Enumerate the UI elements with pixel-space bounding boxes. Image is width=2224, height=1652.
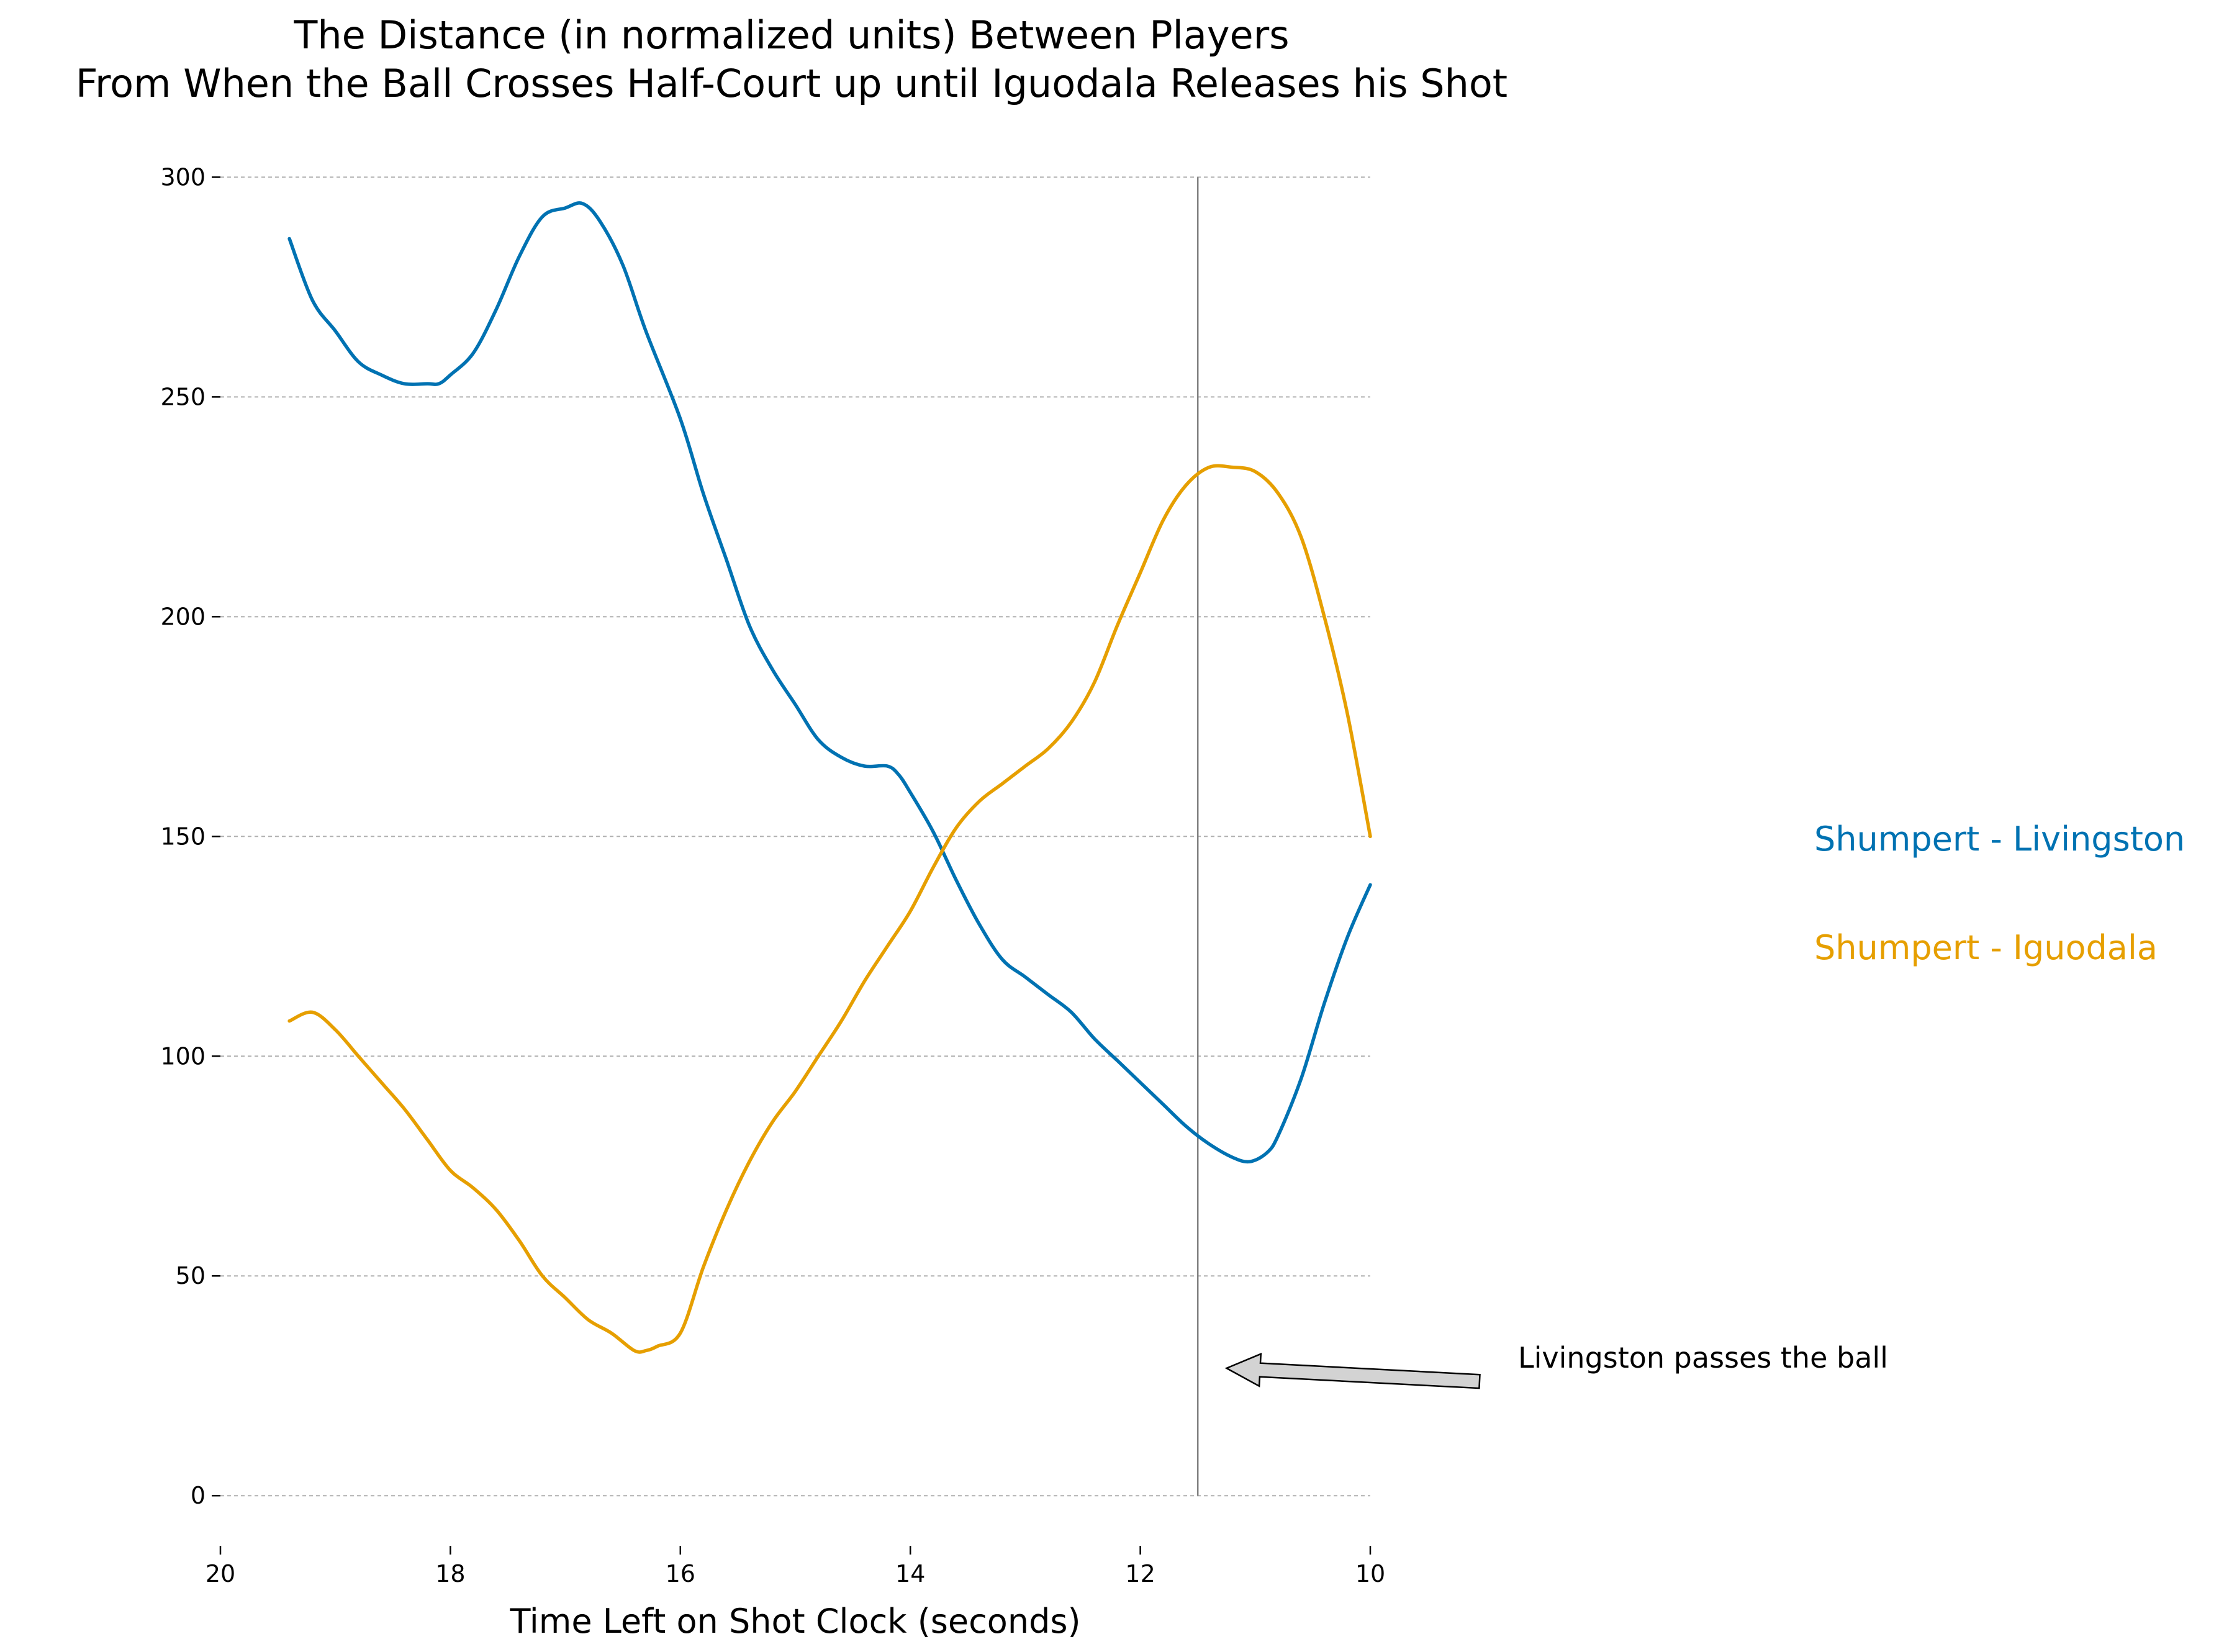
x-axis-label: Time Left on Shot Clock (seconds) bbox=[509, 1602, 1080, 1641]
y-tick-label: 150 bbox=[160, 823, 206, 850]
x-tick-label: 18 bbox=[435, 1560, 465, 1587]
x-tick-label: 14 bbox=[895, 1560, 925, 1587]
y-tick-label: 250 bbox=[160, 383, 206, 410]
x-tick-label: 10 bbox=[1355, 1560, 1385, 1587]
legend-entry: Shumpert - Livingston bbox=[1814, 819, 2185, 859]
legend: Shumpert - Livingston Shumpert - Iguodala bbox=[1814, 819, 2185, 967]
series-line-shumpert-iguodala bbox=[287, 464, 1372, 1354]
chart-title: The Distance (in normalized units) Betwe… bbox=[76, 12, 1508, 106]
chart-title-line: From When the Ball Crosses Half-Court up… bbox=[76, 61, 1508, 106]
x-axis: 20 18 16 14 12 10 bbox=[206, 1546, 1385, 1587]
y-axis: 0 50 100 150 200 250 300 bbox=[160, 163, 220, 1509]
legend-entry: Shumpert - Iguodala bbox=[1814, 928, 2158, 967]
y-tick-label: 50 bbox=[176, 1262, 206, 1289]
annotation-text: Livingston passes the ball bbox=[1518, 1341, 1888, 1374]
y-tick-label: 300 bbox=[160, 163, 206, 191]
x-tick-label: 20 bbox=[206, 1560, 235, 1587]
y-tick-label: 100 bbox=[160, 1042, 206, 1070]
x-tick-label: 16 bbox=[666, 1560, 695, 1587]
chart-title-line: The Distance (in normalized units) Betwe… bbox=[293, 12, 1289, 58]
annotation-arrow bbox=[1224, 1352, 1481, 1389]
series-lines bbox=[287, 201, 1372, 1354]
y-tick-label: 0 bbox=[191, 1482, 206, 1509]
x-tick-label: 12 bbox=[1125, 1560, 1155, 1587]
annotation: Livingston passes the ball bbox=[1224, 1341, 1888, 1389]
series-line-shumpert-livingston bbox=[287, 201, 1372, 1164]
y-tick-label: 200 bbox=[160, 603, 206, 630]
grid-lines bbox=[220, 176, 1370, 1497]
